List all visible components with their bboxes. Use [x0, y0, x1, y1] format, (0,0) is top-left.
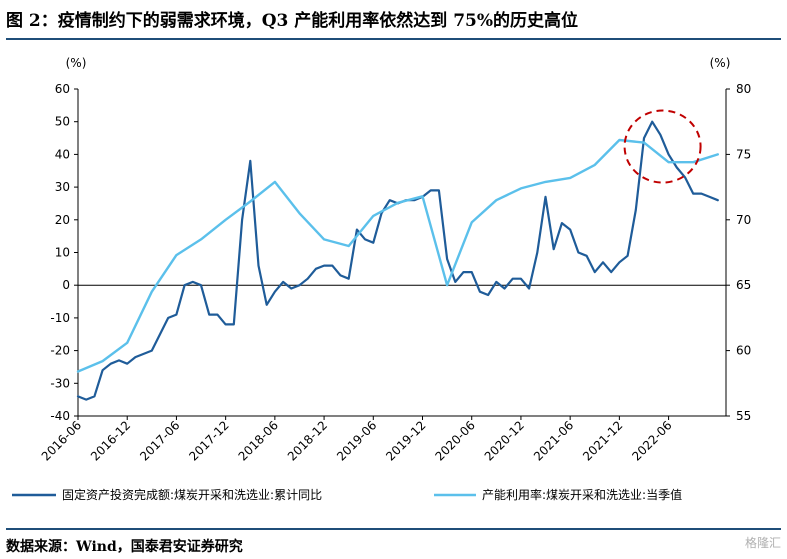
y-axis-right-unit: (%): [710, 56, 731, 70]
title-divider: [6, 38, 781, 40]
x-tick-label: 2016-12: [88, 418, 133, 463]
x-tick-label: 2017-12: [186, 418, 231, 463]
x-tick-label: 2019-12: [383, 418, 428, 463]
y-left-tick-label: 40: [55, 147, 70, 161]
x-tick-label: 2020-06: [432, 418, 477, 463]
chart-legend: 固定资产投资完成额:煤炭开采和洗选业:累计同比 产能利用率:煤炭开采和洗选业:当季…: [12, 487, 682, 502]
x-tick-label: 2021-06: [531, 418, 576, 463]
x-tick-label: 2016-06: [39, 418, 84, 463]
y-right-tick-label: 60: [736, 344, 751, 358]
x-tick-label: 2017-06: [137, 418, 182, 463]
y-left-tick-label: -10: [50, 311, 70, 325]
chart-title: 图 2：疫情制约下的弱需求环境，Q3 产能利用率依然达到 75%的历史高位: [6, 11, 579, 31]
x-tick-label: 2018-06: [236, 418, 281, 463]
y-left-tick-label: 60: [55, 82, 70, 96]
x-tick-label: 2019-06: [334, 418, 379, 463]
chart-axes: (%) (%) 60 50 40 30 20 10 0 -10 -20 -30 -40 80 75 70 65 6…: [39, 56, 752, 464]
legend-item-investment-label: 固定资产投资完成额:煤炭开采和洗选业:累计同比: [62, 487, 322, 502]
y-left-tick-label: -30: [50, 376, 70, 390]
y-right-tick-label: 75: [736, 147, 751, 161]
y-left-tick-label: -20: [50, 344, 70, 358]
line-chart: (%) (%) 60 50 40 30 20 10 0 -10 -20 -30 -40 80 75 70 65 6…: [12, 56, 752, 502]
watermark-logo: 格隆汇: [744, 536, 781, 550]
y-left-tick-label: 50: [55, 115, 70, 129]
y-right-tick-label: 70: [736, 213, 751, 227]
data-source-note: 数据来源：Wind，国泰君安证券研究: [6, 539, 243, 555]
y-right-tick-label: 55: [736, 409, 751, 423]
y-left-tick-label: -40: [50, 409, 70, 423]
y-axis-left-unit: (%): [66, 56, 87, 70]
highlight-ellipse: [623, 109, 702, 184]
y-left-tick-label: 30: [55, 180, 70, 194]
y-left-tick-label: 10: [55, 246, 70, 260]
x-tick-label: 2021-12: [580, 418, 625, 463]
y-left-tick-label: 20: [55, 213, 70, 227]
x-tick-label: 2022-06: [629, 418, 674, 463]
legend-item-utilization-label: 产能利用率:煤炭开采和洗选业:当季值: [482, 487, 682, 502]
x-tick-label: 2018-12: [285, 418, 330, 463]
y-left-tick-label: 0: [62, 278, 70, 292]
series-line-2: [76, 138, 719, 373]
footer-divider: [6, 528, 781, 530]
chart-series: [76, 109, 719, 401]
y-right-tick-label: 65: [736, 278, 751, 292]
y-right-tick-label: 80: [736, 82, 751, 96]
x-tick-label: 2020-12: [482, 418, 527, 463]
